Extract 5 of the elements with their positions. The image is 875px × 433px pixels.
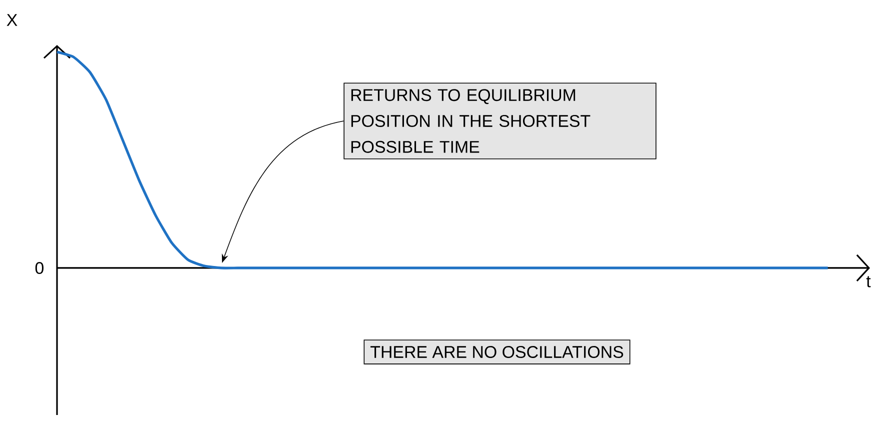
text: 0 (35, 262, 44, 274)
annotation: RETURNS TO EQUILIBRIUM POSITION IN THE SHORTEST POSSIBLE TIME (351, 89, 590, 153)
y-axis-title: X (6, 14, 18, 26)
text: THERE ARE NO OSCILLATIONS (370, 346, 624, 358)
x-axis-title: t (866, 276, 871, 288)
